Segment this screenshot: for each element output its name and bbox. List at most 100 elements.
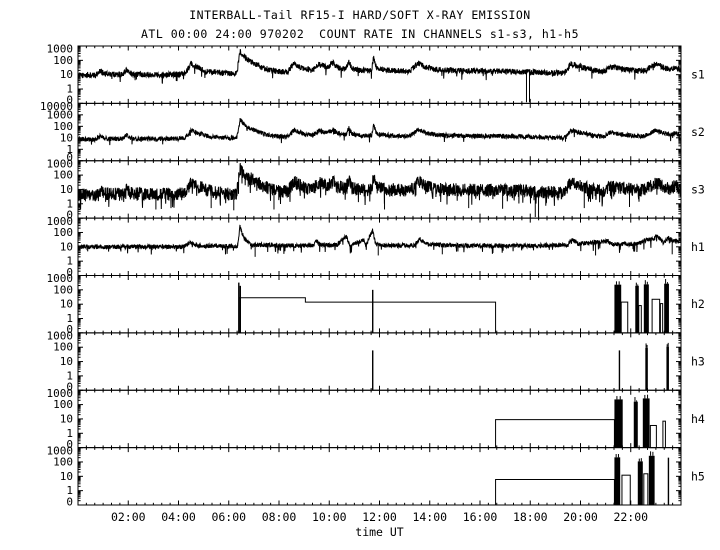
burst-box: [638, 305, 642, 334]
xtick-label: 14:00: [412, 510, 447, 524]
channel-label-h4: h4: [691, 412, 705, 426]
ytick-label: 0: [66, 495, 73, 508]
channel-label-h5: h5: [691, 469, 705, 483]
panel-s3-series: [77, 163, 682, 210]
panel-s2-series: [77, 117, 682, 146]
ytick-label: 0: [66, 381, 73, 394]
burst-bar: [614, 284, 622, 333]
burst-bar: [635, 285, 639, 333]
panel-h4-ticks: [77, 389, 682, 449]
ytick-label: 100: [53, 120, 73, 133]
ytick-label: 0: [66, 266, 73, 279]
ytick-label: 1000: [47, 387, 74, 400]
ytick-label: 10: [60, 412, 73, 425]
ytick-label: 100: [53, 283, 73, 296]
panel-s1-series: [77, 49, 682, 84]
ytick-label: 10: [60, 183, 73, 196]
ytick-label: 100: [53, 54, 73, 67]
burst-box: [621, 474, 631, 506]
channel-label-h1: h1: [691, 240, 705, 254]
panel-s2-ticks: [77, 102, 682, 162]
burst-bar: [664, 283, 669, 333]
panel-h2-step-line: [238, 297, 497, 333]
channel-label-s1: s1: [691, 68, 705, 82]
panel-h3-ticks: [77, 332, 682, 391]
burst-box: [662, 420, 666, 449]
xtick-label: 18:00: [513, 510, 548, 524]
ytick-label: 1: [66, 83, 73, 96]
ytick-label: 1: [66, 484, 73, 497]
ytick-label: 1: [66, 143, 73, 156]
ytick-label: 1000: [47, 43, 74, 56]
plot-title: INTERBALL-Tail RF15-I HARD/SOFT X-RAY EM…: [189, 8, 531, 22]
panel-s1-ticks: [77, 45, 682, 104]
burst-box: [620, 301, 629, 334]
burst-bar: [637, 461, 643, 505]
burst-bar: [666, 346, 669, 391]
burst-bar: [614, 457, 621, 505]
ytick-label: 10: [60, 240, 73, 253]
ytick-label: 100: [53, 341, 73, 354]
ytick-label: 1: [66, 312, 73, 325]
panel-h3-border: [77, 332, 682, 391]
x-axis-labels: 02:00 04:00 06:00 08:00 10:00 12:00 14:00 16:00…: [111, 510, 648, 539]
xtick-label: 12:00: [362, 510, 397, 524]
ytick-label: 1000: [47, 108, 74, 121]
plot-subtitle: ATL 00:00 24:00 970202 COUNT RATE IN CHA…: [141, 27, 579, 41]
xtick-label: 08:00: [262, 510, 297, 524]
burst-bar: [648, 455, 655, 505]
panel-h2-border: [77, 275, 682, 334]
ytick-label: 0: [66, 323, 73, 336]
ytick-label: 1: [66, 255, 73, 268]
panel-h5-step-line: [495, 478, 615, 505]
panel-h4-border: [77, 389, 682, 449]
x-axis-title: time UT: [355, 525, 404, 539]
ytick-label: 100: [53, 226, 73, 239]
ytick-label: 0: [66, 151, 73, 164]
xtick-label: 16:00: [463, 510, 498, 524]
panel-s3-ticks: [77, 160, 682, 219]
panel-h1-series: [77, 224, 682, 255]
ytick-label: 1000: [47, 272, 74, 285]
xtick-label: 10:00: [312, 510, 347, 524]
ytick-label: 10: [60, 355, 73, 368]
xtick-label: 06:00: [211, 510, 246, 524]
channel-label-s2: s2: [691, 125, 705, 139]
ytick-label: 1000: [47, 444, 74, 457]
panel-h4-step-line: [495, 419, 615, 448]
ytick-label: 1: [66, 197, 73, 210]
ytick-label: 1: [66, 369, 73, 382]
burst-bar: [633, 401, 638, 448]
ytick-label: 10: [60, 470, 73, 483]
xtick-label: 22:00: [613, 510, 648, 524]
ytick-label: 0: [66, 438, 73, 451]
xtick-label: 04:00: [161, 510, 196, 524]
xtick-label: 02:00: [111, 510, 146, 524]
channel-label-h2: h2: [691, 297, 705, 311]
ytick-label: 0: [66, 94, 73, 107]
burst-bar: [642, 398, 650, 448]
ytick-label: 10: [60, 68, 73, 81]
ytick-label: 1000: [47, 215, 74, 228]
ytick-label: 100: [53, 455, 73, 468]
burst-box: [651, 298, 661, 334]
burst-box: [649, 424, 657, 449]
ytick-label: 100: [53, 169, 73, 182]
xtick-label: 20:00: [563, 510, 598, 524]
